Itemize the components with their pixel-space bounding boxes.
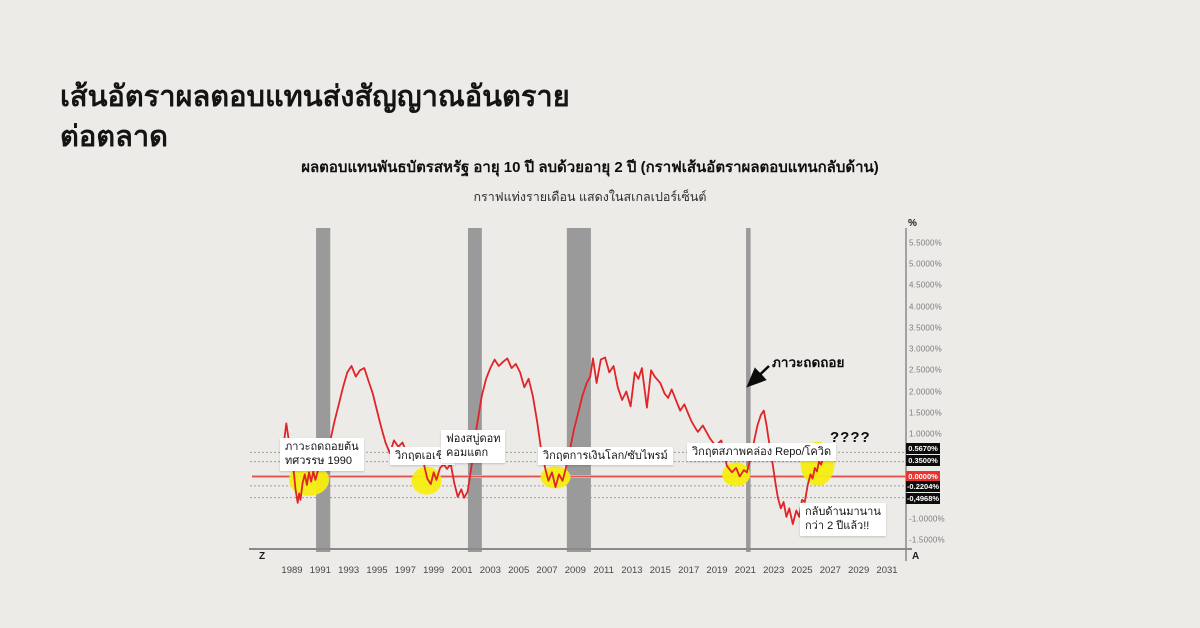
- y-axis-label: 1.0000%: [909, 429, 942, 439]
- annotation-text: วิกฤตสภาพคล่อง Repo/โควิด: [692, 446, 832, 458]
- year-tick-label: 2023: [763, 565, 785, 576]
- year-tick-label: 2021: [734, 565, 756, 576]
- spread-line: [280, 356, 829, 525]
- year-tick-label: 2003: [479, 565, 501, 576]
- year-tick-label: 2005: [508, 565, 530, 576]
- year-tick-label: 1993: [338, 565, 360, 576]
- annotation-recession-label: ภาวะถดถอย: [772, 355, 845, 370]
- year-tick-label: 1989: [281, 565, 303, 576]
- annotation-text: วิกฤตเอเชีย: [395, 450, 450, 462]
- y-axis-label: 2.5000%: [909, 365, 942, 375]
- year-tick-label: 2015: [649, 565, 671, 576]
- highlight-ellipse: [411, 466, 442, 495]
- year-tick-label: 1991: [309, 565, 331, 576]
- annotation-dotcom-bubble: ฟองสบู่ดอท คอมแตก: [441, 430, 506, 463]
- price-badge: -0.2204%: [906, 481, 940, 493]
- annotation-global-financial-crisis: วิกฤตการเงินโลก/ซับไพรม์: [538, 447, 673, 466]
- annotation-text: ทศวรรษ 1990: [285, 455, 353, 468]
- recession-band: [316, 228, 331, 552]
- annotation-repo-covid-crisis: วิกฤตสภาพคล่อง Repo/โควิด: [687, 443, 837, 462]
- recession-band: [566, 228, 591, 552]
- year-tick-label: 2013: [621, 565, 643, 576]
- y-axis-label: 3.5000%: [909, 323, 942, 333]
- year-tick-label: 2029: [848, 565, 870, 576]
- y-axis-label: -1.0000%: [909, 514, 945, 524]
- y-axis-label: 5.0000%: [909, 259, 942, 269]
- annotation-text: ฟองสบู่ดอท: [446, 433, 501, 445]
- price-badge: 0.5670%: [906, 442, 940, 454]
- year-tick-label: 2019: [706, 565, 728, 576]
- year-tick-label: 2031: [876, 565, 898, 576]
- annotation-inverted-over-2-years: กลับด้านมานาน กว่า 2 ปีแล้ว!!: [800, 503, 886, 536]
- annotation-early-90s-recession: ภาวะถดถอยต้น ทศวรรษ 1990: [280, 438, 364, 471]
- year-tick-label: 2001: [451, 565, 473, 576]
- recession-arrow: [746, 365, 770, 388]
- page-title-line2: ต่อตลาด: [60, 121, 168, 154]
- year-tick-label: 2011: [593, 565, 614, 576]
- y-axis-label: 5.5000%: [909, 238, 942, 248]
- page-title-line1: เส้นอัตราผลตอบแทนส่งสัญญาณอันตราย: [60, 81, 570, 114]
- y-axis-label: 1.5000%: [909, 408, 942, 418]
- annotation-text: ภาวะถดถอยต้น: [285, 441, 359, 453]
- highlight-ellipse: [289, 463, 330, 496]
- year-tick-label: 2027: [819, 565, 841, 576]
- y-axis-label: -1.5000%: [909, 535, 945, 545]
- annotation-text: กลับด้านมานาน: [805, 506, 881, 518]
- price-badge: 0.0000%: [906, 471, 940, 482]
- y-axis-label: 4.5000%: [909, 280, 942, 290]
- recession-band: [746, 228, 751, 552]
- annotation-text: วิกฤตการเงินโลก/ซับไพรม์: [543, 450, 668, 462]
- year-tick-label: 1995: [366, 565, 388, 576]
- y-axis-label: 3.0000%: [909, 344, 942, 354]
- recession-band: [467, 228, 482, 552]
- year-tick-label: 2009: [564, 565, 586, 576]
- price-badge: -0,4968%: [906, 493, 940, 505]
- year-tick-label: 2007: [536, 565, 558, 576]
- year-tick-label: 2017: [678, 565, 700, 576]
- axis-corner-left: Z: [259, 551, 266, 562]
- chart-subtitle: กราฟแท่งรายเดือน แสดงในสเกลเปอร์เซ็นต์: [473, 190, 707, 204]
- chart-title: ผลตอบแทนพันธบัตรสหรัฐ อายุ 10 ปี ลบด้วยอ…: [301, 159, 879, 176]
- axis-corner-right: A: [912, 551, 920, 562]
- y-axis-label: 4.0000%: [909, 302, 942, 311]
- price-badge: 0.3500%: [906, 455, 940, 467]
- year-tick-label: 1999: [423, 565, 445, 576]
- annotation-asian-crisis: วิกฤตเอเชีย: [390, 447, 455, 466]
- annotation-text: คอมแตก: [446, 447, 489, 460]
- annotation-question-marks: ????: [830, 429, 871, 446]
- annotation-text: กว่า 2 ปีแล้ว!!: [805, 520, 870, 533]
- year-tick-label: 2025: [791, 565, 813, 576]
- year-tick-label: 1997: [394, 565, 416, 576]
- y-axis-unit-label: %: [908, 218, 917, 229]
- y-axis-label: 2.0000%: [909, 387, 942, 396]
- highlight-ellipse: [540, 466, 571, 489]
- page-title: เส้นอัตราผลตอบแทนส่งสัญญาณอันตราย ต่อตลา…: [60, 77, 570, 157]
